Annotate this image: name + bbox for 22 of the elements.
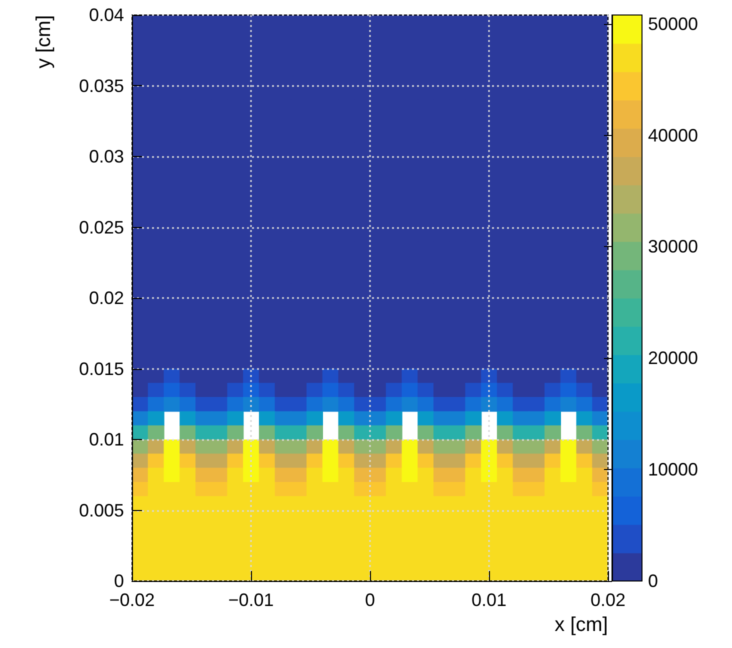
y-tick-label: 0.025 bbox=[78, 217, 124, 238]
color-bar-label: 0 bbox=[648, 571, 658, 591]
x-axis-title: x [cm] bbox=[554, 614, 608, 636]
color-bar-label: 50000 bbox=[648, 14, 698, 34]
color-bar-label: 20000 bbox=[648, 348, 698, 368]
y-tick-label: 0.015 bbox=[78, 358, 124, 379]
x-tick-label: 0.01 bbox=[471, 590, 507, 610]
y-tick-label: 0.035 bbox=[78, 76, 124, 96]
color-bar-label: 30000 bbox=[648, 236, 698, 257]
x-tick-label: 0 bbox=[364, 590, 376, 610]
x-tick-label: 0.02 bbox=[590, 590, 626, 610]
color-bar-label: 10000 bbox=[648, 460, 698, 480]
y-tick-label: 0.04 bbox=[88, 5, 124, 25]
y-tick-label: 0.02 bbox=[88, 288, 124, 308]
y-tick-label: 0 bbox=[114, 571, 124, 591]
x-tick-label: −0.02 bbox=[109, 590, 155, 610]
y-tick-label: 0.005 bbox=[78, 500, 124, 520]
y-tick-label: 0.03 bbox=[88, 146, 124, 166]
y-axis-title: y [cm] bbox=[33, 15, 55, 68]
x-tick-label: −0.01 bbox=[228, 590, 274, 610]
color-bar-label: 40000 bbox=[648, 125, 698, 146]
y-tick-label: 0.01 bbox=[88, 430, 124, 450]
